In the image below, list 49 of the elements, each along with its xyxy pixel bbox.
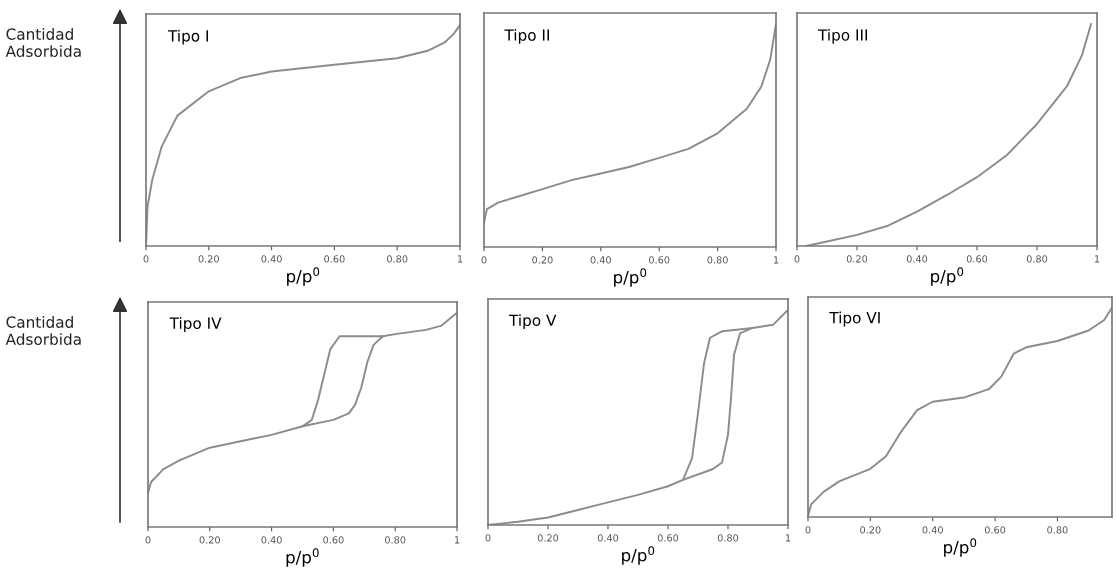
x-tick-label: 0.80 (717, 534, 739, 542)
x-axis-title: p/p$^{0}$ (614, 268, 647, 287)
y-axis-title: Cantidad Adsorbida (5, 28, 81, 57)
x-tick-label: 0.40 (590, 256, 611, 264)
x-axis-title: p/p$^{0}$ (944, 538, 977, 557)
x-axis-title: p/p$^{0}$ (931, 267, 964, 286)
x-tick-label: 0.20 (860, 526, 881, 534)
x-tick-label: 0.20 (532, 256, 553, 264)
x-tick-label: 1 (457, 255, 463, 263)
chart-title: Tipo III (817, 28, 868, 44)
y-axis-title: Cantidad Adsorbida (5, 316, 81, 345)
x-tick-label: 0.80 (385, 536, 406, 544)
x-tick-label: 0.40 (597, 534, 619, 542)
x-tick-label: 0.20 (198, 255, 219, 263)
chart-title: Tipo IV (169, 317, 222, 332)
chart-title: Tipo V (508, 314, 557, 329)
x-axis-title: p/p$^{0}$ (287, 267, 320, 286)
x-tick-label: 1 (773, 256, 779, 264)
x-tick-label: 0.60 (323, 536, 344, 544)
x-tick-label: 1 (1094, 255, 1100, 263)
x-tick-label: 0.80 (387, 255, 408, 263)
x-tick-label: 0 (485, 534, 491, 542)
x-tick-label: 0.20 (537, 534, 559, 542)
x-tick-label: 0.80 (1047, 526, 1068, 534)
x-tick-label: 0.20 (846, 255, 868, 263)
x-tick-label: 0 (794, 255, 800, 263)
chart-title: Tipo VI (829, 311, 880, 327)
x-tick-label: 0.40 (261, 536, 282, 544)
x-axis-title: p/p$^{0}$ (622, 546, 655, 565)
x-tick-label: 0.60 (324, 255, 345, 263)
x-tick-label: 0.40 (906, 255, 928, 263)
x-tick-label: 0.40 (261, 255, 282, 263)
x-tick-label: 0 (145, 536, 151, 544)
x-tick-label: 0.60 (657, 534, 679, 542)
x-tick-label: 0 (481, 256, 487, 264)
x-axis-title: p/p$^{0}$ (286, 548, 319, 567)
x-tick-label: 1 (454, 536, 460, 544)
x-tick-label: 0.40 (922, 526, 943, 534)
x-tick-label: 0.60 (966, 255, 988, 263)
x-tick-label: 0.60 (649, 256, 670, 264)
chart-title: Tipo II (504, 29, 549, 44)
x-tick-label: 0 (805, 526, 811, 534)
x-tick-label: 0 (143, 255, 149, 263)
x-tick-label: 0.80 (707, 256, 728, 264)
x-tick-label: 0.80 (1026, 255, 1048, 263)
x-tick-label: 0.20 (199, 536, 220, 544)
x-tick-label: 0.60 (984, 526, 1006, 534)
chart-title: Tipo I (167, 29, 208, 45)
x-tick-label: 1 (785, 534, 791, 542)
